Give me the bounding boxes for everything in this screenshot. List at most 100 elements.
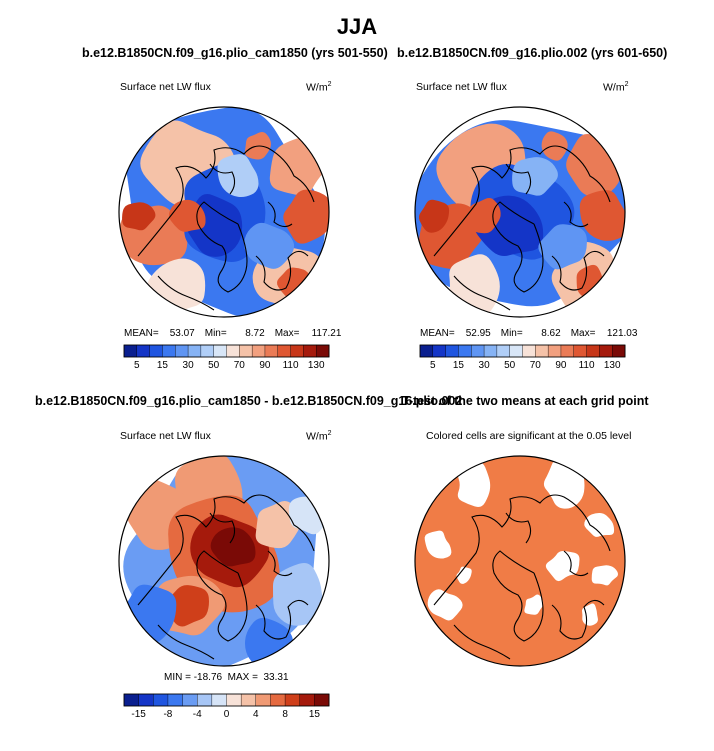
colorbar-swatch-6 [483,344,498,358]
colorbar-swatch-11 [270,693,286,707]
not-significant-region-8 [524,594,544,615]
coastline-6 [563,201,589,228]
not-significant-region-2 [543,459,585,509]
coastline-2 [196,201,248,293]
colorbar-swatch-1 [123,693,140,707]
panel2-polar-map [414,106,626,318]
colorbar-swatch-12 [284,693,301,707]
coastline-1 [137,494,315,606]
coastline-3 [255,250,309,291]
coastline-5 [505,512,532,544]
coastline-6 [563,550,589,577]
colorbar-swatch-12 [264,344,279,358]
colorbar-tick-label: 130 [307,360,325,371]
colorbar-tick-label: -15 [131,709,146,720]
colorbar-swatch-13 [299,693,315,707]
not-significant-region-9 [456,566,472,584]
panel2-units: W/m2 [603,81,629,94]
panel2-title: b.e12.B1850CN.f09_g16.plio.002 (yrs 601-… [397,46,668,60]
map-boundary [414,455,626,667]
colorbar-swatch-13 [277,344,292,358]
colorbar-tick-label: 0 [223,709,230,720]
panel3-variable-label: Surface net LW flux [120,430,211,442]
panel3-stats: MIN = -18.76 MAX = 33.31 [164,672,289,683]
colorbar-swatch-9 [240,693,257,707]
field-region-11 [244,222,295,269]
coastline-1 [433,145,611,257]
colorbar-swatch-9 [226,344,240,358]
not-significant-region-6 [591,565,619,586]
colorbar-swatch-1 [419,344,434,358]
coastline-3 [551,250,605,291]
field-region-7 [579,190,625,241]
colorbar-tick-label: 15 [452,360,464,371]
panel2-stats: MEAN= 52.95 Min= 8.62 Max= 121.03 [420,328,638,339]
colorbar-swatch-2 [138,693,154,707]
colorbar-swatch-2 [432,344,447,358]
panel4-subtitle: Colored cells are significant at the 0.0… [426,430,632,442]
colorbar-tick-label: 130 [603,360,621,371]
colorbar-tick-label: 90 [259,360,271,371]
coastline-3 [551,599,605,640]
map-boundary [414,106,626,318]
colorbar-swatch-11 [547,344,562,358]
colorbar-swatch-3 [153,693,169,707]
not-significant-region-7 [545,550,580,582]
colorbar-tick-label: 90 [555,360,567,371]
colorbar-swatch-10 [535,344,549,358]
panel1-title: b.e12.B1850CN.f09_g16.plio_cam1850 (yrs … [82,46,388,60]
colorbar-tick-label: 110 [282,360,299,371]
coastline-6 [267,201,293,228]
colorbar-swatch-6 [197,693,213,707]
colorbar-tick-label: 110 [578,360,595,371]
colorbar-swatch-5 [182,693,198,707]
map-boundary [118,106,330,318]
colorbar-swatch-7 [211,693,228,707]
field-region-10 [217,154,259,198]
colorbar-tick-label: 4 [253,709,259,720]
coastline-5 [505,163,532,195]
panel1-variable-label: Surface net LW flux [120,81,211,93]
panel3-polar-map [118,455,330,667]
not-significant-region-10 [581,603,598,626]
colorbar-swatch-16 [611,344,626,358]
field-region-13 [418,199,450,233]
not-significant-region-3 [424,530,452,559]
colorbar-tick-label: 5 [134,360,140,371]
colorbar-swatch-15 [599,344,613,358]
colorbar-tick-label: 50 [504,360,516,371]
colorbar-swatch-10 [239,344,253,358]
colorbar-swatch-14 [586,344,600,358]
map-field [415,456,625,666]
colorbar-swatch-1 [123,344,138,358]
colorbar-swatch-9 [522,344,536,358]
colorbar-swatch-14 [290,344,304,358]
map-boundary [118,455,330,667]
coastline-5 [209,512,236,544]
colorbar-swatch-8 [509,344,524,358]
panel1-polar-map [118,106,330,318]
field-region-11 [538,224,587,270]
colorbar-tick-label: 30 [478,360,490,371]
colorbar-tick-label: 15 [156,360,168,371]
colorbar-swatch-7 [496,344,511,358]
panel2-variable-label: Surface net LW flux [416,81,507,93]
panel3-colorbar [123,693,330,707]
colorbar-swatch-5 [175,344,189,358]
panel3-title: b.e12.B1850CN.f09_g16.plio_cam1850 - b.e… [35,394,463,408]
coastline-2 [492,550,544,642]
panel1-colorbar [123,344,330,358]
field-region-8 [164,585,209,627]
colorbar-frame [123,344,330,358]
colorbar-swatch-11 [251,344,266,358]
panel1-units: W/m2 [306,81,332,94]
field-region-12 [467,198,501,234]
colorbar-swatch-13 [573,344,588,358]
colorbar-frame [123,693,330,707]
panel1-stats: MEAN= 53.07 Min= 8.72 Max= 117.21 [124,328,342,339]
colorbar-frame [419,344,626,358]
coastline-1 [433,494,611,606]
panel2-colorbar [419,344,626,358]
colorbar-swatch-8 [226,693,242,707]
map-field [119,107,329,317]
